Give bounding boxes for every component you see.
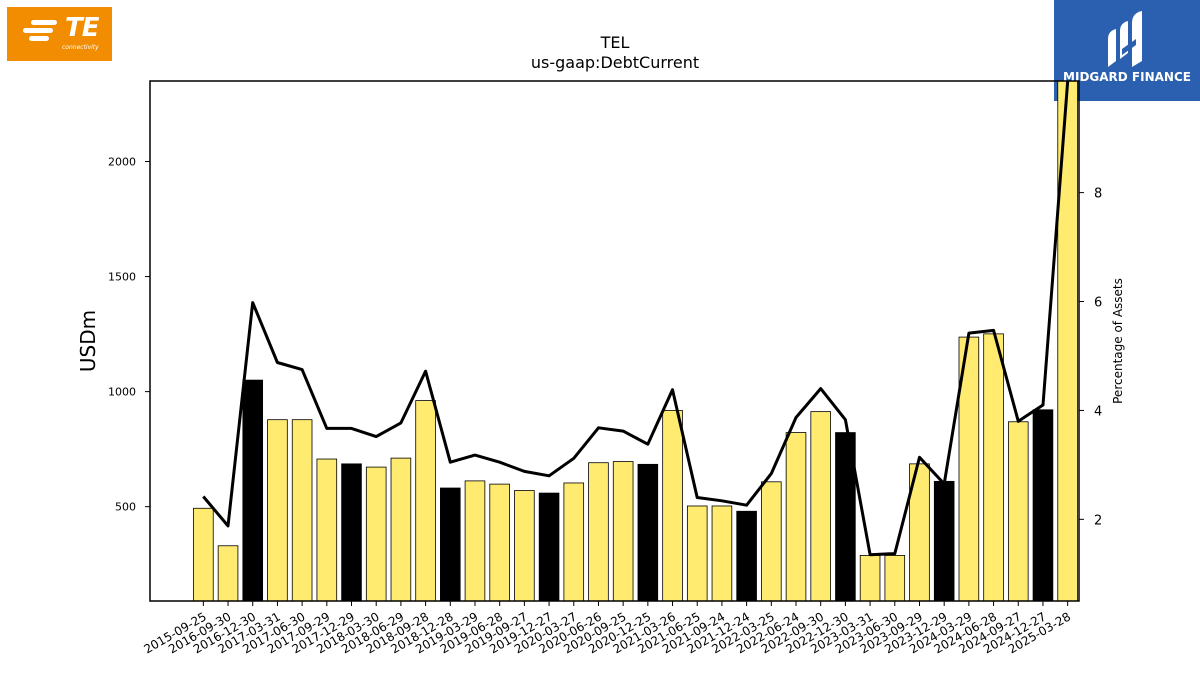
plot-frame (149, 80, 1080, 602)
bar (761, 481, 782, 602)
bar (637, 463, 659, 602)
x-axis-ticks: 2015-09-252016-09-302016-12-302017-03-31… (141, 601, 1073, 656)
chart-subtitle: us-gaap:DebtCurrent (531, 53, 699, 72)
te-stripes-icon (23, 20, 57, 41)
bar (341, 463, 362, 602)
bar (193, 507, 214, 602)
bar (662, 410, 683, 602)
bar (291, 419, 313, 602)
bar (538, 492, 560, 602)
bar (365, 466, 387, 602)
bar (242, 379, 264, 602)
chart-title: TEL (600, 33, 630, 52)
y2-axis-label: Percentage of Assets (1111, 278, 1125, 404)
bar (440, 487, 461, 602)
y2-tick-label: 4 (1094, 404, 1102, 419)
bar (1007, 421, 1029, 602)
bar (563, 482, 585, 602)
bar (612, 461, 634, 602)
bar (736, 510, 757, 602)
bar (884, 555, 906, 602)
te-logo-text: TE (65, 13, 99, 43)
bar (588, 462, 609, 602)
bar (810, 411, 831, 602)
te-connectivity-logo: TE connectivity (7, 7, 112, 61)
y-tick-label: 1500 (108, 271, 136, 284)
y-axis-label: USDm (76, 310, 100, 372)
bar (415, 400, 436, 602)
y-tick-label: 1000 (108, 386, 136, 399)
bar (859, 555, 881, 602)
y-tick-label: 2000 (108, 156, 136, 169)
midgard-logo-text: MIDGARD FINANCE (1063, 70, 1191, 84)
bar (1032, 409, 1054, 602)
bar (983, 333, 1004, 602)
y-tick-label: 500 (115, 501, 136, 514)
bar (933, 480, 955, 602)
bar (464, 480, 486, 602)
te-logo-subtitle: connectivity (62, 44, 99, 51)
bar-series (193, 80, 1078, 602)
y-axis-ticks: 500 1000 1500 2000 (108, 156, 150, 514)
y2-tick-label: 6 (1094, 296, 1102, 311)
y2-axis-ticks: 2 4 6 8 (1079, 187, 1102, 528)
bar (217, 545, 239, 602)
bar (686, 505, 708, 602)
bar (316, 458, 338, 602)
bar (514, 490, 535, 602)
y2-tick-label: 2 (1094, 513, 1102, 528)
percentage-line (202, 80, 1070, 557)
midgard-mark-icon (1108, 11, 1142, 67)
bar (785, 432, 807, 602)
bar (711, 505, 733, 602)
bar (267, 419, 288, 602)
y2-tick-label: 8 (1094, 187, 1102, 202)
bar (390, 457, 412, 602)
bar (489, 483, 510, 602)
